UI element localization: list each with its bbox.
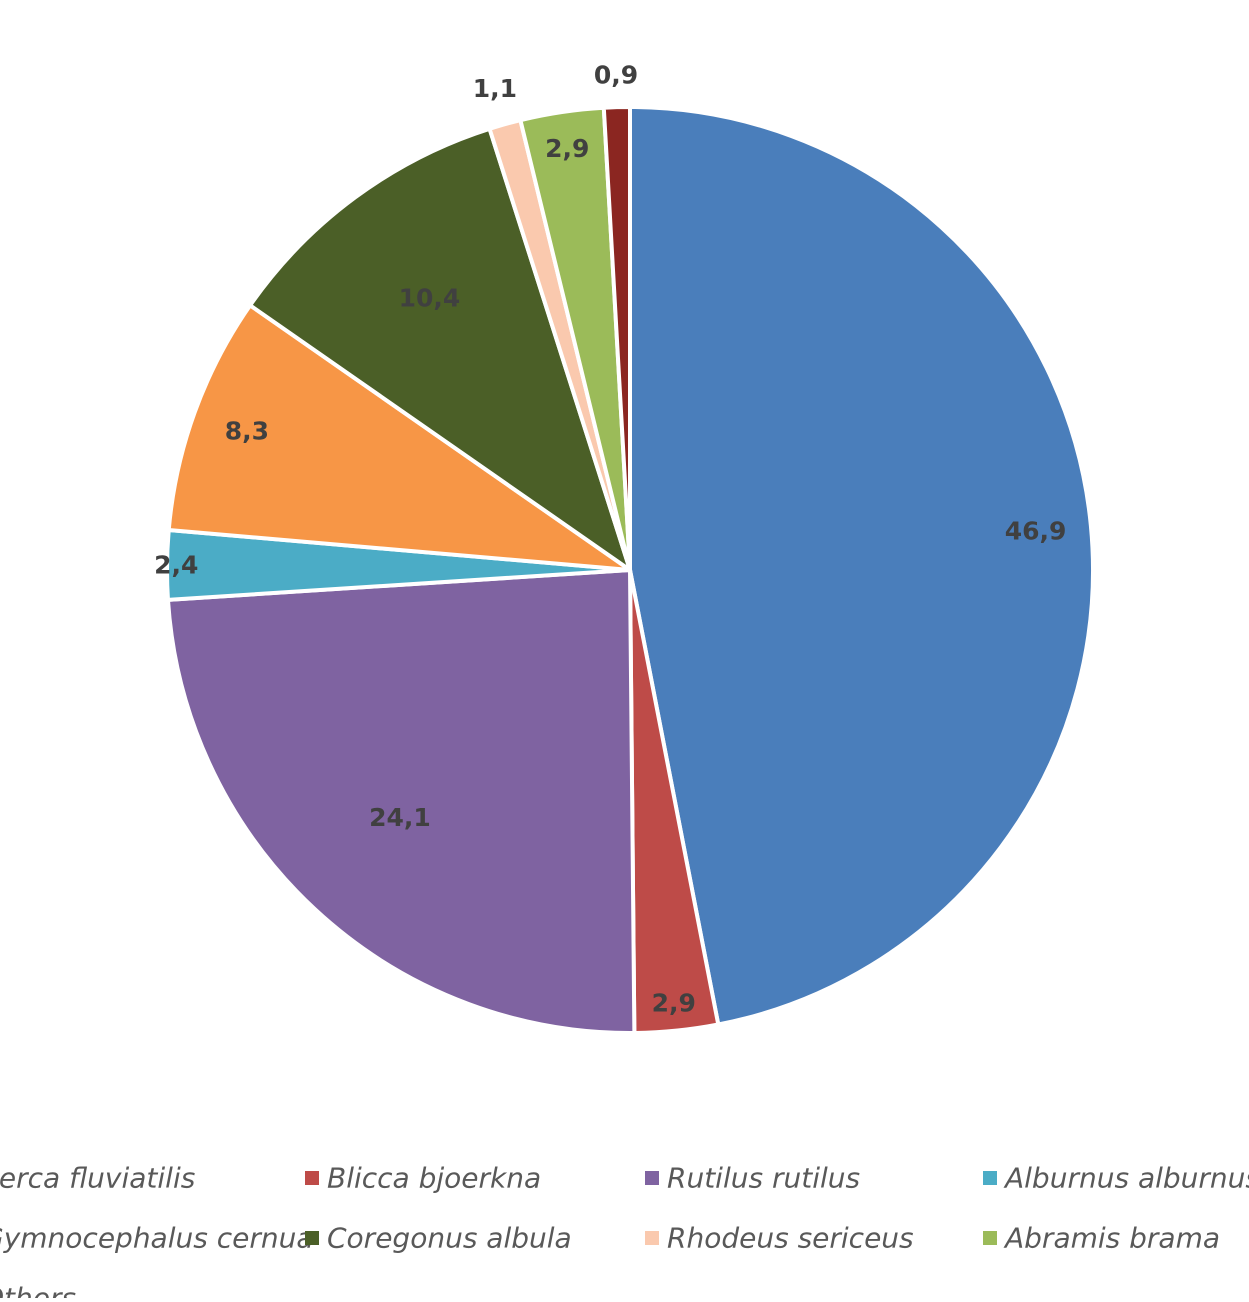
legend-label-perca-fluviatilis: Perca fluviatilis bbox=[0, 1162, 195, 1195]
data-label-rhodeus-sericeus: 1,1 bbox=[473, 74, 517, 103]
data-label-coregonus-albula: 10,4 bbox=[399, 283, 461, 312]
pie-slice-coregonus-albula bbox=[248, 126, 632, 572]
pie-slice-perca-fluviatilis bbox=[628, 105, 1096, 1027]
data-label-alburnus-alburnus: 2,4 bbox=[154, 551, 198, 580]
data-label-rutilus-rutilus: 24,1 bbox=[369, 803, 431, 832]
data-label-gymnocephalus-cernua: 8,3 bbox=[225, 417, 269, 446]
legend-item-others: Others bbox=[0, 1282, 76, 1302]
pie-slice-others bbox=[601, 105, 632, 572]
legend-swatch-blicca-bjoerkna bbox=[305, 1171, 319, 1185]
legend-item-perca-fluviatilis: Perca fluviatilis bbox=[0, 1162, 195, 1195]
pie-slice-rutilus-rutilus bbox=[165, 568, 637, 1035]
legend-item-rutilus-rutilus: Rutilus rutilus bbox=[645, 1162, 860, 1195]
legend-item-coregonus-albula: Coregonus albula bbox=[305, 1222, 572, 1255]
legend-swatch-rhodeus-sericeus bbox=[645, 1231, 659, 1245]
legend-label-rutilus-rutilus: Rutilus rutilus bbox=[667, 1162, 860, 1195]
legend-label-abramis-brama: Abramis brama bbox=[1003, 1222, 1220, 1255]
slice-labels: 46,9 2,9 24,1 2,4 8,3 10,4 1,1 2,9 0,9 bbox=[154, 60, 1066, 1017]
legend-label-blicca-bjoerkna: Blicca bjoerkna bbox=[327, 1162, 541, 1195]
data-label-perca-fluviatilis: 46,9 bbox=[1005, 516, 1067, 545]
legend-label-coregonus-albula: Coregonus albula bbox=[327, 1222, 572, 1255]
legend-item-gymnocephalus-cernua: Gymnocephalus cernua bbox=[0, 1222, 314, 1255]
legend-item-rhodeus-sericeus: Rhodeus sericeus bbox=[645, 1222, 914, 1255]
legend: Perca fluviatilis Blicca bjoerkna Rutilus … bbox=[0, 1162, 1249, 1302]
legend-swatch-alburnus-alburnus bbox=[983, 1171, 997, 1185]
legend-label-rhodeus-sericeus: Rhodeus sericeus bbox=[667, 1222, 914, 1255]
data-label-blicca-bjoerkna: 2,9 bbox=[652, 989, 696, 1018]
pie-slice-gymnocephalus-cernua bbox=[166, 303, 632, 572]
legend-swatch-coregonus-albula bbox=[305, 1231, 319, 1245]
legend-label-others: Others bbox=[0, 1282, 76, 1299]
legend-swatch-rutilus-rutilus bbox=[645, 1171, 659, 1185]
legend-item-abramis-brama: Abramis brama bbox=[983, 1222, 1220, 1255]
data-label-others: 0,9 bbox=[594, 60, 638, 89]
data-label-abramis-brama: 2,9 bbox=[545, 134, 589, 163]
legend-swatch-abramis-brama bbox=[983, 1231, 997, 1245]
legend-label-gymnocephalus-cernua: Gymnocephalus cernua bbox=[0, 1222, 314, 1255]
legend-item-alburnus-alburnus: Alburnus alburnus bbox=[983, 1162, 1249, 1195]
legend-label-alburnus-alburnus: Alburnus alburnus bbox=[1003, 1162, 1249, 1195]
pie-slices bbox=[165, 105, 1096, 1035]
legend-item-blicca-bjoerkna: Blicca bjoerkna bbox=[305, 1162, 541, 1195]
